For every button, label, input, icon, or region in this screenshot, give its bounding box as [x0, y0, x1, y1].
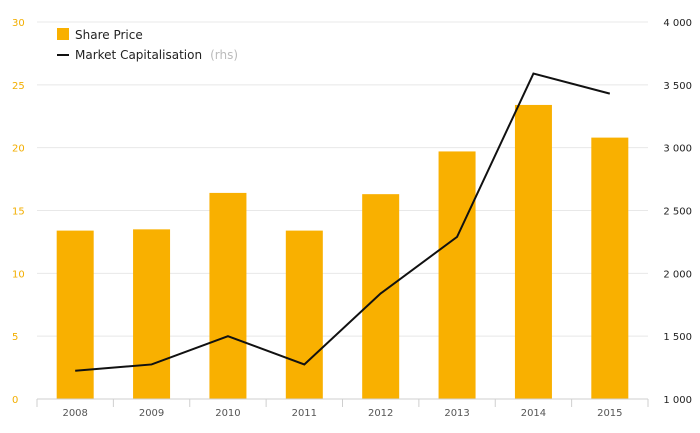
legend: Share Price Market Capitalisation (rhs): [57, 28, 238, 63]
x-tick-label: 2012: [368, 408, 393, 419]
bar-2015: [591, 137, 629, 399]
x-tick-label: 2010: [215, 408, 240, 419]
left-tick-label: 15: [12, 207, 25, 218]
right-tick-label: 1 000: [663, 395, 692, 406]
right-tick-label: 3 000: [663, 144, 692, 155]
left-axis: 0 5 10 15 20 25 30: [12, 18, 25, 406]
bar-2009: [133, 229, 171, 399]
line-market-cap: [75, 72, 611, 372]
x-tick-label: 2013: [444, 408, 469, 419]
legend-label-share-price: Share Price: [75, 28, 143, 42]
left-tick-label: 25: [12, 81, 25, 92]
bar-series: [56, 104, 629, 399]
bar-2011: [285, 230, 323, 399]
left-tick-label: 5: [12, 332, 18, 343]
legend-label-market-cap-note: (rhs): [210, 48, 238, 62]
bar-2014: [514, 104, 552, 399]
left-tick-label: 20: [12, 144, 25, 155]
bar-2012: [362, 194, 400, 399]
x-tick-label: 2015: [597, 408, 622, 419]
right-tick-label: 2 500: [663, 207, 692, 218]
left-tick-label: 30: [12, 18, 25, 29]
right-tick-label: 3 500: [663, 81, 692, 92]
bar-2013: [438, 151, 476, 399]
line-series: [75, 72, 611, 372]
left-tick-label: 0: [12, 395, 18, 406]
bar-2008: [56, 230, 94, 399]
legend-label-market-cap-name: Market Capitalisation: [75, 48, 202, 62]
gridlines: [37, 21, 648, 337]
x-tick-label: 2009: [139, 408, 164, 419]
right-axis: 1 000 1 500 2 000 2 500 3 000 3 500 4 000: [663, 18, 692, 406]
x-tick-label: 2008: [62, 408, 87, 419]
left-tick-label: 10: [12, 269, 25, 280]
right-tick-label: 2 000: [663, 269, 692, 280]
legend-swatch-share-price: [57, 28, 69, 40]
x-axis: 2008 2009 2010 2011 2012 2013 2014 2015: [36, 398, 649, 419]
x-tick-label: 2011: [292, 408, 317, 419]
bar-2010: [209, 192, 247, 399]
right-tick-label: 1 500: [663, 332, 692, 343]
right-tick-label: 4 000: [663, 18, 692, 29]
legend-label-market-cap: Market Capitalisation (rhs): [75, 46, 238, 63]
x-tick-label: 2014: [521, 408, 546, 419]
